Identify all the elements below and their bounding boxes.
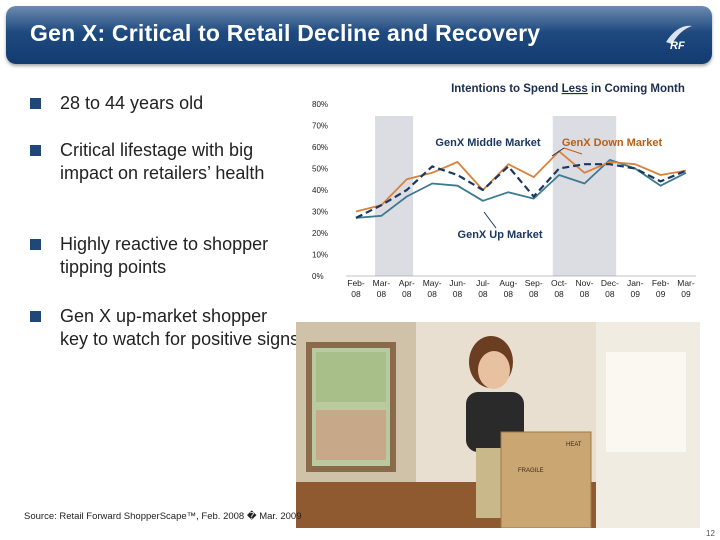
x-tick-label-top: Sep- xyxy=(525,278,543,288)
up-market-pointer xyxy=(483,211,497,229)
x-tick-label-bottom: 08 xyxy=(427,289,437,299)
shaded-period xyxy=(552,116,617,276)
series-annotation: GenX Up Market xyxy=(458,229,543,241)
y-tick-label: 30% xyxy=(312,208,328,217)
y-tick-label: 80% xyxy=(312,100,328,109)
source-note: Source: Retail Forward ShopperScape™, Fe… xyxy=(24,511,302,522)
y-tick-label: 70% xyxy=(312,122,328,131)
x-tick-label-top: Mar- xyxy=(677,278,695,288)
box-label-heat: HEAT xyxy=(566,442,582,448)
x-tick-label-bottom: 08 xyxy=(605,289,615,299)
y-tick-label: 50% xyxy=(312,165,328,174)
page-number: 12 xyxy=(706,529,715,538)
x-tick-label-top: Feb- xyxy=(652,278,670,288)
bullet-text: Highly reactive to shopper tipping point… xyxy=(60,234,269,277)
x-tick-label-top: May- xyxy=(423,278,442,288)
x-tick-label-top: Feb- xyxy=(347,278,365,288)
y-tick-label: 0% xyxy=(312,272,324,281)
bullet-square-icon xyxy=(30,311,41,322)
bullet-text: Critical lifestage with big impact on re… xyxy=(60,140,265,183)
chart-title: Intentions to Spend Less in Coming Month xyxy=(451,83,685,95)
x-tick-label-bottom: 09 xyxy=(656,289,666,299)
middle-market-pointer xyxy=(551,147,565,157)
bullet-text: 28 to 44 years old xyxy=(60,93,204,113)
x-tick-label-bottom: 08 xyxy=(504,289,514,299)
title-banner: Gen X: Critical to Retail Decline and Re… xyxy=(6,6,712,64)
bullet-square-icon xyxy=(30,145,41,156)
series-annotation: GenX Middle Market xyxy=(435,137,540,149)
chart-title-part: Intentions to Spend xyxy=(451,83,562,95)
x-tick-label-top: Aug- xyxy=(499,278,517,288)
x-tick-label-top: Apr- xyxy=(399,278,415,288)
x-tick-label-bottom: 08 xyxy=(377,289,387,299)
x-tick-label-top: Jun- xyxy=(449,278,466,288)
series-annotation: GenX Down Market xyxy=(562,137,663,149)
bullet-square-icon xyxy=(30,239,41,250)
x-tick-label-bottom: 08 xyxy=(529,289,539,299)
chart-title-part: in Coming Month xyxy=(588,83,685,95)
y-tick-label: 20% xyxy=(312,229,328,238)
bullet-text: Gen X up-market shopper key to watch for… xyxy=(60,306,300,349)
y-tick-label: 60% xyxy=(312,143,328,152)
slide-title: Gen X: Critical to Retail Decline and Re… xyxy=(30,20,541,46)
x-tick-label-bottom: 08 xyxy=(351,289,361,299)
series-line-genx-down-market xyxy=(355,150,687,213)
y-tick-label: 10% xyxy=(312,251,328,260)
x-tick-label-top: Dec- xyxy=(601,278,619,288)
retail-forward-logo: RF xyxy=(666,25,692,52)
x-tick-label-bottom: 08 xyxy=(580,289,590,299)
x-tick-label-top: Nov- xyxy=(575,278,593,288)
x-tick-label-top: Oct- xyxy=(551,278,567,288)
x-tick-label-top: Mar- xyxy=(373,278,391,288)
series-line-genx-middle-market xyxy=(355,163,687,219)
x-tick-label-top: Jul- xyxy=(476,278,490,288)
spend-less-chart: Intentions to Spend Less in Coming Month… xyxy=(312,83,696,299)
x-tick-label-bottom: 08 xyxy=(402,289,412,299)
x-tick-label-bottom: 08 xyxy=(478,289,488,299)
x-tick-label-bottom: 09 xyxy=(630,289,640,299)
moving-woman-photo: FRAGILE HEAT xyxy=(296,322,700,528)
logo-text: RF xyxy=(670,40,685,52)
x-tick-label-top: Jan- xyxy=(627,278,644,288)
x-tick-label-bottom: 09 xyxy=(681,289,691,299)
bullet-square-icon xyxy=(30,98,41,109)
down-market-pointer xyxy=(563,147,583,155)
chart-title-underlined: Less xyxy=(562,83,588,95)
y-tick-label: 40% xyxy=(312,186,328,195)
box-label-fragile: FRAGILE xyxy=(518,468,544,474)
x-tick-label-bottom: 08 xyxy=(554,289,564,299)
x-tick-label-bottom: 08 xyxy=(453,289,463,299)
photo-illustration: FRAGILE HEAT xyxy=(296,322,700,528)
